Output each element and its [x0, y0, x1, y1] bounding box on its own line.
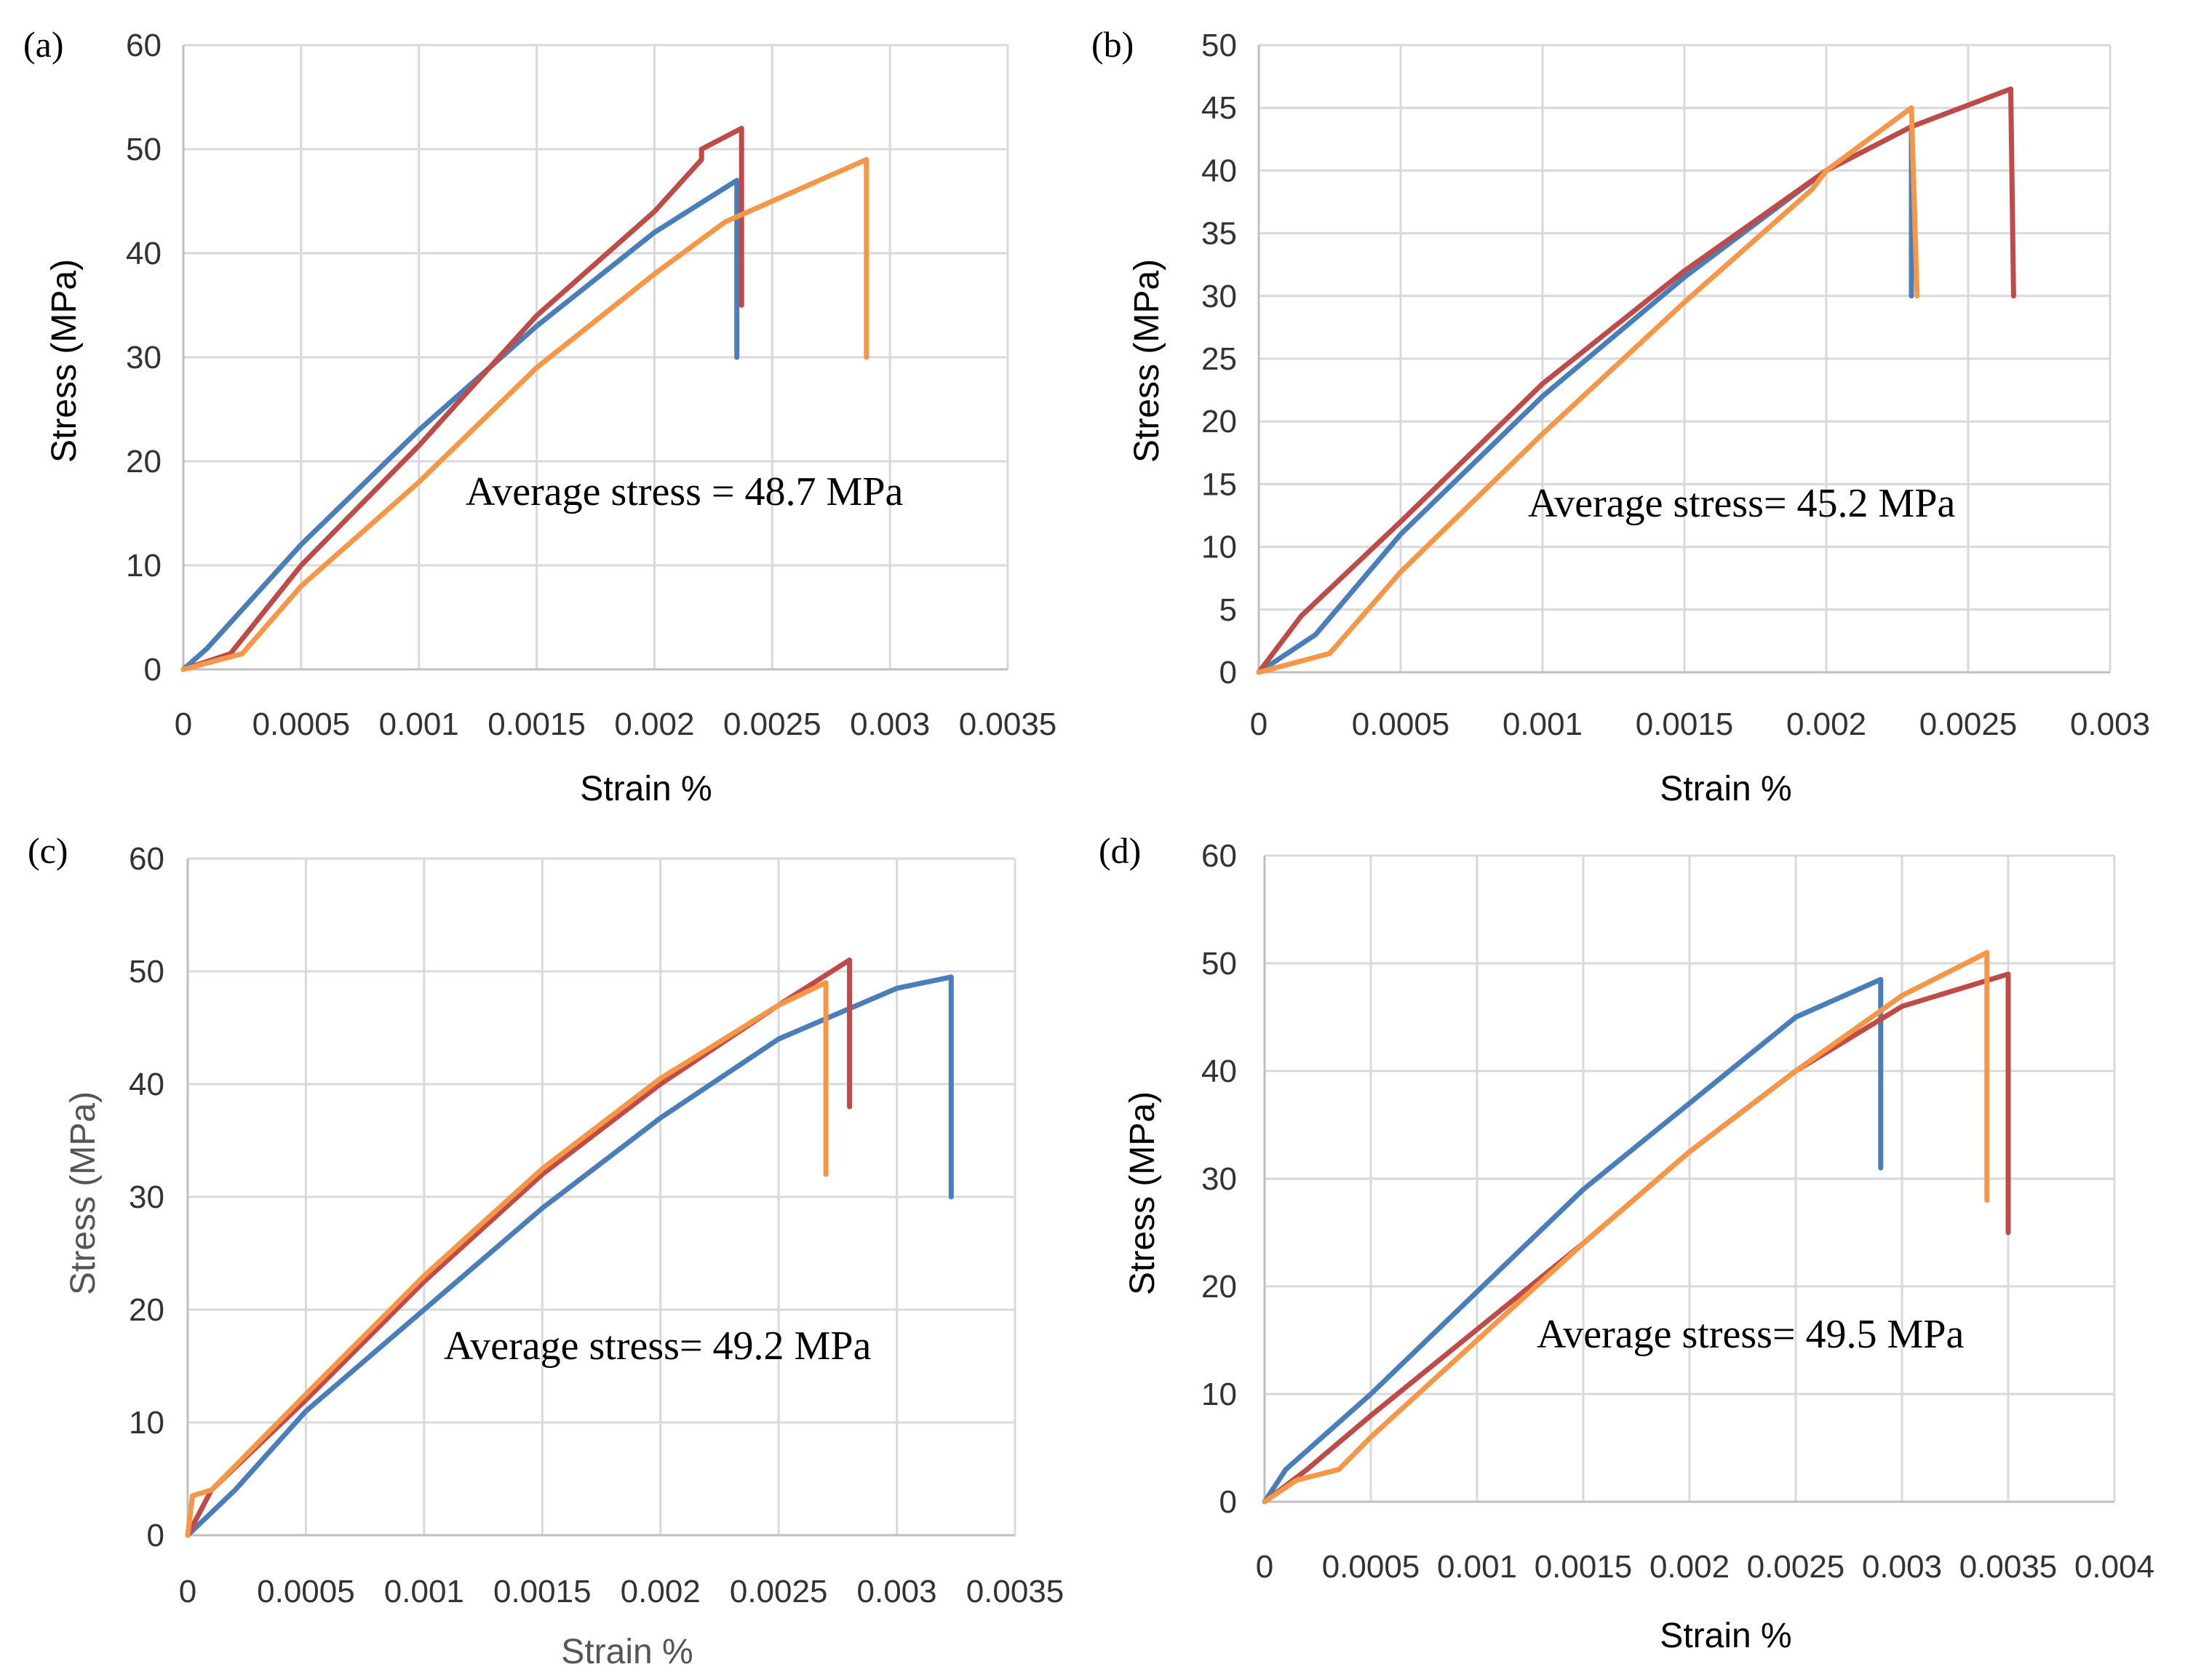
y-tick-label-a: 50 [126, 132, 162, 167]
y-tick-label-d: 60 [1201, 838, 1237, 874]
x-tick-label-b: 0.0005 [1352, 706, 1450, 742]
x-tick-label-d: 0.003 [1862, 1549, 1942, 1585]
y-tick-label-d: 10 [1201, 1377, 1237, 1412]
series-line-red-d [1262, 971, 2011, 1505]
x-tick-label-b: 0.001 [1503, 706, 1583, 742]
x-tick-label-d: 0 [1256, 1549, 1273, 1585]
x-tick-label-a: 0.0005 [252, 706, 351, 742]
y-tick-label-c: 60 [129, 841, 164, 877]
y-tick-label-b: 30 [1201, 279, 1237, 314]
y-tick-label-d: 20 [1201, 1269, 1237, 1305]
annotation-c: Average stress= 49.2 MPa [444, 1323, 871, 1369]
x-axis-title-a: Strain % [580, 770, 712, 808]
x-tick-label-d: 0.0005 [1322, 1549, 1420, 1585]
y-tick-label-a: 30 [126, 340, 162, 375]
x-tick-label-a: 0.002 [614, 706, 694, 742]
annotation-b: Average stress= 45.2 MPa [1528, 481, 1955, 526]
y-tick-label-b: 15 [1201, 466, 1237, 502]
x-tick-label-b: 0.003 [2070, 706, 2150, 742]
y-tick-label-c: 50 [129, 954, 164, 990]
series-line-red-b [1256, 86, 2016, 675]
y-tick-label-c: 40 [129, 1067, 164, 1102]
y-tick-label-d: 30 [1201, 1161, 1237, 1197]
x-axis-title-c: Strain % [561, 1633, 693, 1671]
series-line-blue-d [1262, 976, 1884, 1505]
x-tick-label-d: 0.0035 [1959, 1549, 2058, 1585]
x-tick-label-c: 0.0015 [493, 1574, 592, 1609]
x-tick-label-a: 0.001 [379, 706, 459, 742]
y-tick-label-a: 40 [126, 236, 162, 271]
y-tick-label-b: 50 [1201, 28, 1237, 63]
x-tick-label-d: 0.0015 [1535, 1549, 1633, 1585]
series-line-red-a [180, 125, 744, 672]
y-tick-label-b: 40 [1201, 153, 1237, 188]
y-tick-label-d: 50 [1201, 946, 1237, 982]
y-tick-label-a: 10 [126, 548, 162, 584]
y-axis-title-a: Stress (MPa) [45, 259, 84, 463]
x-tick-label-c: 0 [179, 1574, 196, 1609]
y-tick-label-a: 0 [144, 652, 162, 688]
y-tick-label-d: 0 [1219, 1484, 1237, 1520]
x-tick-label-d: 0.002 [1649, 1549, 1730, 1585]
chart-panel-c: 0 10 20 30 40 50 60 0 0.0005 0.001 0.0015 0.002 0.00… [129, 841, 1064, 1609]
y-tick-label-c: 20 [129, 1292, 164, 1328]
y-tick-label-b: 0 [1219, 655, 1237, 690]
panel-label-d: (d) [1099, 830, 1141, 871]
y-tick-label-a: 20 [126, 444, 162, 479]
series-line-red-c [185, 958, 853, 1538]
x-tick-label-b: 0.0025 [1919, 706, 2018, 742]
y-tick-label-c: 0 [147, 1518, 164, 1553]
x-tick-label-b: 0.002 [1786, 706, 1866, 742]
y-tick-label-b: 5 [1219, 592, 1237, 628]
x-tick-label-a: 0.0025 [723, 706, 821, 742]
x-axis-title-d: Strain % [1660, 1617, 1791, 1655]
x-tick-label-c: 0.003 [857, 1574, 937, 1609]
series-line-blue-b [1256, 124, 1914, 675]
chart-panel-d: 0 10 20 30 40 50 60 0 0.0005 0.001 0.0015 0.002 0.00… [1201, 838, 2154, 1585]
x-tick-label-d: 0.0025 [1747, 1549, 1845, 1585]
series-line-blue-c [185, 974, 954, 1538]
chart-panel-a: 0 10 20 30 40 50 60 0 0.0005 0.001 0.0015 0.002 0.00… [126, 28, 1056, 742]
x-tick-label-d: 0.001 [1437, 1549, 1517, 1585]
x-tick-label-a: 0.0035 [959, 706, 1057, 742]
x-tick-label-c: 0.002 [621, 1574, 701, 1609]
x-tick-label-c: 0.0025 [730, 1574, 828, 1609]
series-line-orange-c [185, 980, 829, 1538]
x-tick-label-b: 0 [1250, 706, 1267, 742]
annotation-a: Average stress = 48.7 MPa [466, 469, 903, 514]
y-axis-title-d: Stress (MPa) [1123, 1091, 1162, 1295]
panel-label-b: (b) [1091, 24, 1134, 65]
x-tick-label-a: 0.003 [850, 706, 930, 742]
y-tick-label-b: 45 [1201, 90, 1237, 126]
series-line-orange-d [1262, 950, 1990, 1505]
chart-panel-b: 0 5 10 15 20 25 30 35 40 45 50 0 0.0005 0.001 0.0015 0.… [1201, 28, 2150, 742]
x-tick-label-b: 0.0015 [1636, 706, 1734, 742]
x-axis-title-b: Strain % [1660, 770, 1791, 808]
x-tick-label-a: 0.0015 [487, 706, 586, 742]
series-line-orange-b [1256, 105, 1920, 675]
annotation-d: Average stress= 49.5 MPa [1537, 1312, 1964, 1357]
x-tick-label-d: 0.004 [2074, 1549, 2154, 1585]
y-axis-title-b: Stress (MPa) [1128, 259, 1166, 463]
y-tick-label-d: 40 [1201, 1054, 1237, 1089]
y-tick-label-b: 35 [1201, 216, 1237, 252]
series-line-orange-a [180, 156, 869, 672]
y-tick-label-b: 25 [1201, 341, 1237, 377]
x-tick-label-a: 0 [175, 706, 192, 742]
x-tick-label-c: 0.001 [384, 1574, 464, 1609]
y-tick-label-c: 10 [129, 1405, 164, 1441]
y-tick-label-b: 10 [1201, 530, 1237, 565]
y-tick-label-b: 20 [1201, 404, 1237, 439]
panel-label-a: (a) [23, 24, 64, 65]
y-axis-title-c: Stress (MPa) [64, 1091, 103, 1295]
x-tick-label-c: 0.0035 [966, 1574, 1064, 1609]
x-tick-label-c: 0.0005 [257, 1574, 355, 1609]
panel-label-c: (c) [28, 830, 68, 871]
y-tick-label-a: 60 [126, 28, 162, 63]
y-tick-label-c: 30 [129, 1179, 164, 1215]
